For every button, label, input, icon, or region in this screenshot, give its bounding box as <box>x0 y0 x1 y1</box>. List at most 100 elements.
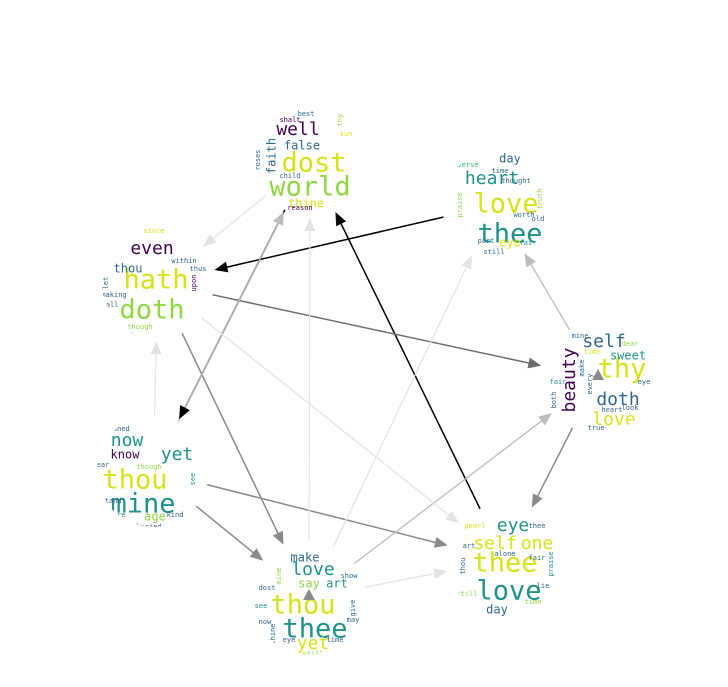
cloud-word-old: old <box>532 215 545 223</box>
cloud-word-look: look <box>622 404 640 412</box>
cloud-word-dear: dear <box>622 340 639 348</box>
cloud-word-every: every <box>586 373 594 394</box>
edge-c3-to-c4 <box>206 292 532 365</box>
edge-c1-to-c3 <box>210 190 272 241</box>
edge-c5-to-c6 <box>191 501 256 556</box>
edge-arrowhead-c6-to-c4 <box>538 413 552 426</box>
cloud-word-upon: upon <box>190 275 198 292</box>
edge-arrowhead-c3-to-c7 <box>445 510 459 524</box>
cloud-word-yet: yet <box>297 633 330 654</box>
cloud-word-eye: eye <box>497 515 530 536</box>
cloud-word-stand: stand <box>100 497 121 505</box>
cloud-word-thought: thought <box>501 177 531 185</box>
cloud-word-love: love <box>291 559 334 580</box>
cloud-word-love: love <box>476 576 541 607</box>
edge-c6-to-c7 <box>358 572 438 589</box>
cloud-word-eye: eye <box>638 378 651 386</box>
cloud-word-thus: thus <box>190 265 207 273</box>
cloud-word-thine: thine <box>269 623 277 644</box>
cloud-word-part: part <box>478 237 495 245</box>
cloud-word-give: give <box>349 600 357 617</box>
cloud-word-kind: kind <box>167 511 184 519</box>
cloud-word-thy: thy <box>598 354 647 385</box>
cloud-word-best: best <box>298 110 315 118</box>
edge-arrowhead-c6-to-c2 <box>461 255 472 270</box>
cloud-word-say: say <box>298 577 320 591</box>
cloud-word-crowned: crowned <box>100 425 130 433</box>
cloud-word-mine: mine <box>275 568 283 585</box>
cloud-word-art: art <box>326 577 348 591</box>
cloud-word-time: time <box>584 348 601 356</box>
cloud-word-heart: heart <box>465 168 519 189</box>
cloud-word-alone: alone <box>494 550 515 558</box>
edge-arrowhead-c6-to-c7 <box>433 568 448 580</box>
cloud-word-day: day <box>486 603 508 617</box>
cloud-word-pearl: pearl <box>464 522 485 530</box>
edge-arrowhead-c2-to-c3 <box>214 261 229 273</box>
cloud-word-eye: eye <box>499 236 521 250</box>
arrowhead-layer <box>150 211 604 600</box>
cloud-word-eye: eye <box>283 636 296 644</box>
self-loop-arrowhead-c4 <box>592 369 604 380</box>
cloud-word-thee: thee <box>282 614 347 645</box>
cloud-word-thy: thy <box>336 114 344 127</box>
cloud-word-see: see <box>189 473 197 486</box>
edge-c4-to-c7 <box>535 422 576 499</box>
cloud-word-lie: lie <box>537 582 550 590</box>
edge-c7-to-c1 <box>339 220 484 515</box>
edge-arrowhead-c7-to-c1 <box>335 212 347 227</box>
edge-c6-to-c2 <box>330 264 469 553</box>
edge-arrowhead-c1-to-c3 <box>203 234 217 247</box>
cloud-word-see: see <box>255 602 268 610</box>
cloud-word-must: must <box>118 331 135 339</box>
cloud-word-self: self <box>473 533 516 554</box>
word-cloud-background-c1 <box>254 104 366 216</box>
edge-arrowhead-c5-to-c6 <box>249 548 264 561</box>
cloud-word-know: know <box>111 448 141 462</box>
cloud-word-doth: doth <box>596 389 639 410</box>
cloud-word-child: child <box>279 172 300 180</box>
edge-c2-to-c3 <box>224 215 450 269</box>
cloud-word-make: make <box>578 360 586 377</box>
edge-arrowhead-c5-to-c7 <box>433 537 448 548</box>
edge-c6-to-c4 <box>349 418 545 568</box>
cloud-word-shalt: shalt <box>279 116 300 124</box>
word-cloud-background-c2 <box>442 151 550 259</box>
cloud-word-still: still <box>483 248 504 256</box>
cloud-word-still: still <box>302 650 323 658</box>
self-loop-arrowhead-c6 <box>303 589 315 600</box>
cloud-word-thou: thou <box>459 558 467 575</box>
cloud-word-yet: yet <box>161 444 194 465</box>
cloud-word-since: since <box>143 227 164 235</box>
edge-c5-to-c3 <box>153 350 157 422</box>
cloud-word-though: though <box>136 463 161 471</box>
cloud-word-thee: thee <box>477 219 542 250</box>
cloud-word-shall: shall <box>97 301 118 309</box>
cloud-word-doth: doth <box>119 295 184 326</box>
cloud-word-now: now <box>259 618 272 626</box>
edge-arrowhead-c4-to-c7 <box>531 493 543 508</box>
cloud-word-fair: fair <box>529 554 546 562</box>
cloud-word-hath: hath <box>123 265 188 296</box>
cloud-word-may: may <box>347 616 360 624</box>
cloud-word-still: still <box>456 590 477 598</box>
cloud-word-fair: fair <box>550 378 567 386</box>
cloud-word-truth: truth <box>494 616 515 624</box>
cloud-word-let: let <box>102 277 110 290</box>
cloud-word-buried: buried <box>136 523 161 531</box>
cloud-word-faith: faith <box>265 138 279 174</box>
cloud-word-thee: thee <box>472 548 537 579</box>
word-cloud-background-c5 <box>97 415 209 527</box>
word-cloud-background-c7 <box>448 503 562 617</box>
edge-arrowhead-c5-to-c1 <box>273 211 284 226</box>
edge-c5-to-c1 <box>174 220 280 427</box>
cloud-word-reason: reason <box>287 204 312 212</box>
cloud-word-mine: mine <box>110 489 175 520</box>
cloud-word-within: within <box>171 257 196 265</box>
